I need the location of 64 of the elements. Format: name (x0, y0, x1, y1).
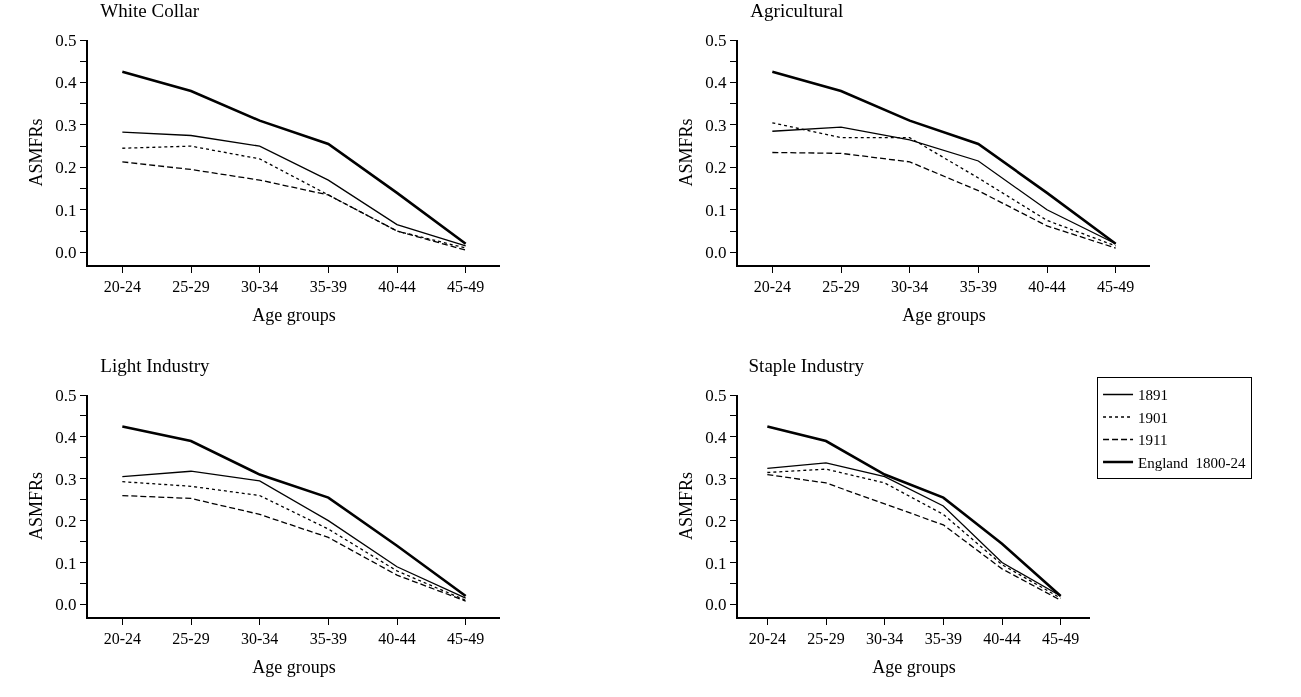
x-tick-label: 25-29 (172, 278, 210, 296)
y-axis-title: ASMFRs (26, 471, 47, 541)
y-axis-title: ASMFRs (26, 118, 47, 187)
y-tick-label: 0.1 (705, 200, 727, 220)
chart-title: White Collar (100, 0, 200, 21)
x-axis-title: Age groups (902, 304, 986, 325)
x-tick-label: 35-39 (924, 630, 962, 648)
x-axis-title: Age groups (872, 656, 956, 677)
x-tick-label: 30-34 (241, 630, 279, 648)
y-tick-label: 0.5 (705, 385, 727, 405)
x-tick-label: 45-49 (1097, 278, 1135, 296)
x-tick-label: 30-34 (241, 278, 279, 296)
x-tick-label: 25-29 (807, 630, 845, 648)
x-tick-label: 40-44 (983, 630, 1021, 648)
y-tick-label: 0.0 (55, 595, 77, 615)
y-tick-label: 0.5 (55, 30, 77, 50)
y-tick-label: 0.2 (55, 158, 77, 178)
y-tick-label: 0.3 (705, 469, 727, 489)
y-tick-label: 0.2 (705, 158, 727, 178)
y-tick-label: 0.5 (705, 30, 727, 50)
y-tick-label: 0.1 (705, 553, 727, 573)
y-tick-label: 0.0 (55, 243, 77, 263)
x-tick-label: 35-39 (309, 630, 347, 648)
y-tick-label: 0.0 (705, 595, 727, 615)
legend-label: 1901 (1138, 409, 1169, 426)
chart-title: Agricultural (750, 0, 844, 21)
x-tick-label: 40-44 (378, 630, 416, 648)
y-tick-label: 0.1 (55, 553, 77, 573)
x-tick-label: 20-24 (748, 630, 786, 648)
y-tick-label: 0.4 (55, 427, 78, 447)
y-tick-label: 0.3 (55, 469, 77, 489)
x-tick-label: 40-44 (378, 278, 416, 296)
y-tick-label: 0.4 (55, 73, 78, 93)
y-tick-label: 0.3 (705, 115, 727, 135)
x-tick-label: 25-29 (172, 630, 210, 648)
x-tick-label: 35-39 (959, 278, 997, 296)
x-tick-label: 45-49 (447, 278, 485, 296)
x-tick-label: 35-39 (309, 278, 347, 296)
chart-title: Staple Industry (748, 354, 865, 376)
x-tick-label: 30-34 (866, 630, 904, 648)
legend-label: 1891 (1138, 387, 1169, 404)
x-tick-label: 20-24 (103, 278, 141, 296)
y-tick-label: 0.2 (55, 511, 77, 531)
y-axis-title: ASMFRs (676, 118, 697, 187)
legend-label: 1911 (1138, 432, 1168, 449)
chart-title: Light Industry (100, 354, 211, 376)
x-axis-title: Age groups (252, 656, 336, 677)
x-tick-label: 25-29 (822, 278, 860, 296)
x-tick-label: 30-34 (891, 278, 929, 296)
y-tick-label: 0.5 (55, 385, 77, 405)
legend-label: England 1800-24 (1138, 454, 1247, 471)
y-tick-label: 0.4 (705, 427, 728, 447)
x-tick-label: 20-24 (753, 278, 791, 296)
y-tick-label: 0.0 (705, 243, 727, 263)
y-tick-label: 0.4 (705, 73, 728, 93)
x-tick-label: 45-49 (1042, 630, 1080, 648)
x-tick-label: 20-24 (103, 630, 141, 648)
x-axis-title: Age groups (252, 304, 336, 325)
y-tick-label: 0.2 (705, 511, 727, 531)
y-tick-label: 0.3 (55, 115, 77, 135)
y-tick-label: 0.1 (55, 200, 77, 220)
x-tick-label: 45-49 (447, 630, 485, 648)
x-tick-label: 40-44 (1028, 278, 1066, 296)
y-axis-title: ASMFRs (676, 471, 697, 541)
